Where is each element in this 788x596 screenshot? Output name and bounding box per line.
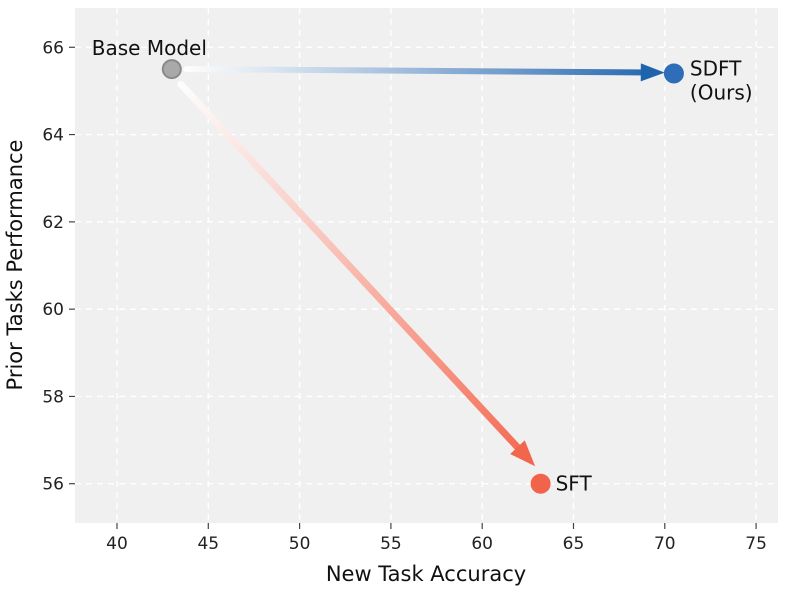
x-axis-label: New Task Accuracy [326,562,526,586]
y-axis-label: Prior Tasks Performance [3,140,27,391]
plot-area: 40 45 50 55 60 65 70 75 56 58 60 62 64 66 Base Model SD… [42,8,778,554]
point-sdft [663,63,684,84]
arrow-sft-head [510,440,536,467]
arrow-sdft-shaft [183,66,651,76]
x-tick-label: 70 [654,534,676,554]
x-tick-label: 55 [380,534,402,554]
y-tick-label: 64 [42,126,64,146]
y-tick-label: 56 [42,475,64,495]
x-tick-label: 40 [106,534,128,554]
y-tick-label: 66 [42,38,64,58]
x-tick-label: 60 [471,534,493,554]
point-base-model [161,59,182,80]
x-tick-label: 75 [745,534,767,554]
y-tick-label: 62 [42,213,64,233]
x-tick-label: 45 [197,534,219,554]
label-sft: SFT [556,472,593,496]
x-tick-label: 50 [289,534,311,554]
arrow-sdft-head [640,63,665,82]
label-base-model: Base Model [92,36,207,60]
label-sdft-line2: (Ours) [690,80,753,104]
point-sft [530,473,551,494]
x-tick-label: 65 [563,534,585,554]
y-tick-label: 60 [42,300,64,320]
y-tick-label: 58 [42,387,64,407]
label-sdft-line1: SDFT [690,56,742,80]
arrow-sft-shaft [177,80,527,457]
